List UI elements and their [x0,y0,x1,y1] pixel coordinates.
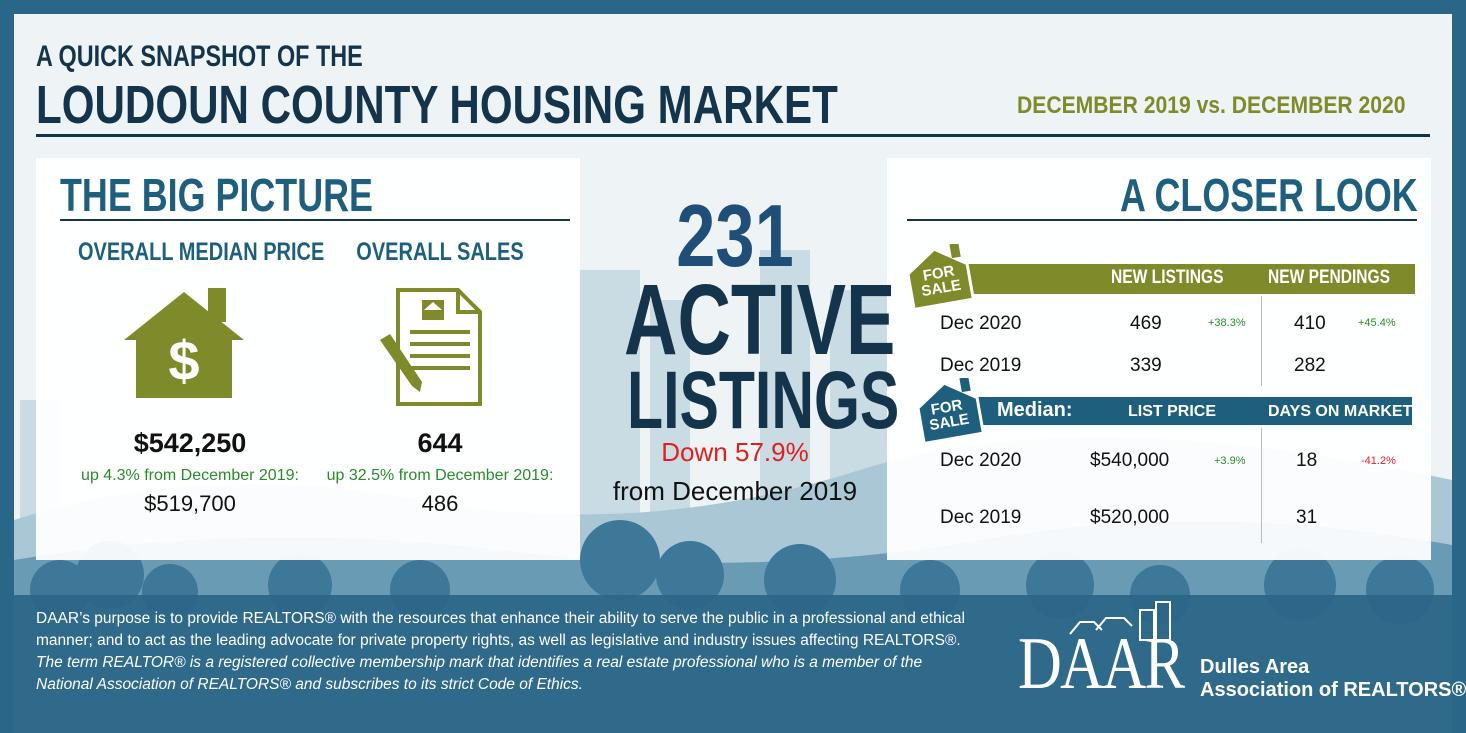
median-row-label: Dec 2019 [940,507,1022,528]
list-price-change: +3.9% [1214,455,1246,467]
document-pen-icon [380,288,482,406]
median-price-value: $542,250 [133,428,247,458]
median-lead-label: Median: [997,399,1073,421]
daar-logo-word: DAAR [1018,623,1185,705]
overall-sales-change: up 32.5% from December 2019: [326,467,554,484]
closer-look-divider [907,219,1417,221]
median-row-label: Dec 2020 [940,450,1022,471]
listings-row-label: Dec 2019 [940,355,1022,376]
big-picture-divider [60,219,570,221]
for-sale-sign-icon [916,378,986,444]
new-listings-header: NEW LISTINGS [1111,267,1224,288]
house-dollar-icon: $ [124,288,244,398]
days-on-market-change: -41.2% [1361,455,1396,467]
active-listings-from: from December 2019 [612,476,858,506]
overall-sales-value: 644 [417,428,463,458]
list-price-header: LIST PRICE [1128,403,1217,420]
overall-sales-heading: OVERALL SALES [356,238,524,266]
footer-text-normal: DAAR’s purpose is to provide REALTORS® w… [36,610,965,649]
new-pendings-value: 282 [1294,355,1326,376]
footer-text-italic: The term REALTOR® is a registered collec… [36,654,923,693]
daar-logo-name-line2: Association of REALTORS® [1200,679,1466,701]
days-on-market-value: 31 [1296,507,1318,528]
header-subtitle: A QUICK SNAPSHOT OF THE [36,40,363,73]
active-listings-line2: LISTINGS [627,355,900,446]
median-price-heading: OVERALL MEDIAN PRICE [78,238,325,266]
new-pendings-change: +45.4% [1358,317,1396,329]
overall-sales-previous: 486 [421,491,459,516]
listings-row-label: Dec 2020 [940,313,1022,334]
median-price-previous: $519,700 [144,491,236,516]
median-column-divider [1261,428,1262,543]
days-on-market-value: 18 [1296,450,1318,471]
active-listings-number: 231 [676,186,794,285]
new-pendings-value: 410 [1294,313,1326,334]
new-listings-change: +38.3% [1208,317,1246,329]
new-pendings-header: NEW PENDINGS [1268,267,1391,288]
page-title: LOUDOUN COUNTY HOUSING MARKET [36,75,838,135]
closer-look-panel [887,158,1431,560]
list-price-value: $540,000 [1090,450,1170,471]
big-picture-panel [36,158,580,560]
median-table-header-bar [960,397,1412,425]
listings-table-header-bar [960,264,1415,294]
header-divider [36,134,1430,137]
active-listings-line1: ACTIVE [624,264,896,376]
daar-logo-buildings-icon [1069,601,1171,641]
days-on-market-header: DAYS ON MARKET [1268,403,1413,420]
listings-column-divider [1261,296,1262,386]
for-sale-sign-text-2: FOR SALE [924,396,973,434]
footer-disclaimer: DAAR’s purpose is to provide REALTORS® w… [36,608,966,696]
date-range: DECEMBER 2019 vs. DECEMBER 2020 [1017,92,1406,119]
for-sale-sign-text-1: FOR SALE [916,262,965,300]
daar-logo-name-line1: Dulles Area [1200,656,1310,678]
closer-look-title: A CLOSER LOOK [1120,169,1418,221]
list-price-value: $520,000 [1090,507,1170,528]
new-listings-value: 469 [1130,313,1162,334]
new-listings-value: 339 [1130,355,1162,376]
big-picture-title: THE BIG PICTURE [60,169,373,221]
for-sale-sign-icon [906,244,976,310]
median-price-change: up 4.3% from December 2019: [81,467,299,484]
active-listings-change: Down 57.9% [661,437,809,467]
svg-text:$: $ [168,329,199,392]
